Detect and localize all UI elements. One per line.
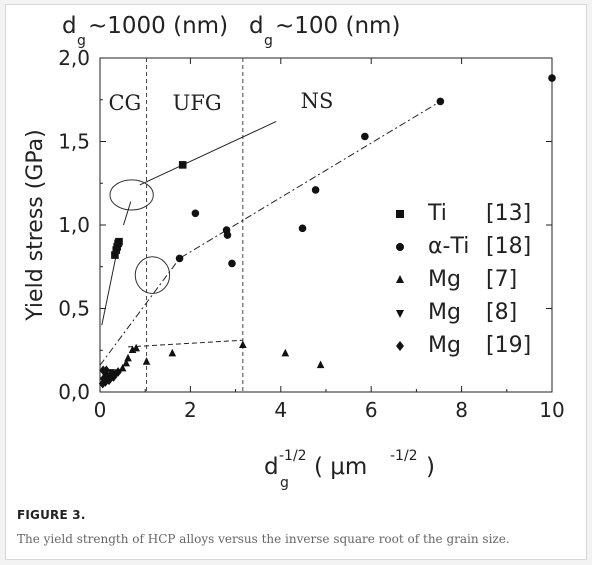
x-axis-label-sup: -1/2 bbox=[279, 448, 307, 464]
x-axis-label-sub: g bbox=[280, 475, 289, 491]
highlight-ellipse bbox=[109, 179, 154, 211]
trend-line-dashdot bbox=[99, 100, 441, 366]
data-point-diamond bbox=[101, 377, 110, 387]
data-point-circle bbox=[361, 132, 369, 141]
data-point-triangle-up bbox=[118, 363, 127, 372]
data-point-circle bbox=[436, 97, 445, 106]
data-point-triangle-up bbox=[316, 360, 325, 369]
legend-name: α-Ti bbox=[428, 234, 469, 259]
x-axis-label-main: d bbox=[264, 454, 279, 480]
top-label-value: ~100 (nm) bbox=[275, 13, 400, 39]
x-axis-label-sup2: -1/2 bbox=[390, 448, 418, 464]
figure-frame: 0 2 4 6 8 10 0,0 0,5 1,0 1,5 2,0 CG UFG NS Ti [13] α-Ti [… bbox=[5, 4, 587, 560]
data-point-triangle-up bbox=[168, 348, 177, 357]
data-point-circle bbox=[223, 231, 232, 239]
data-point-square bbox=[111, 251, 119, 259]
y-tick-label: 0,0 bbox=[58, 380, 90, 404]
data-point-circle bbox=[298, 224, 307, 233]
data-point-diamond bbox=[102, 365, 111, 376]
legend-ref: [19] bbox=[486, 333, 531, 358]
x-axis-label-unit: ( μm bbox=[314, 454, 367, 480]
data-point-circle bbox=[228, 259, 236, 268]
data-point-circle bbox=[175, 254, 184, 263]
legend-name: Mg bbox=[428, 300, 461, 325]
data-point-circle bbox=[548, 74, 556, 82]
data-point-circle bbox=[191, 209, 200, 218]
x-axis-label: dg -1/2 ( μm -1/2) bbox=[264, 448, 435, 491]
data-point-triangle-up bbox=[124, 353, 132, 362]
legend-ref: [18] bbox=[486, 234, 531, 259]
top-label-d: d bbox=[62, 13, 77, 39]
caption-text: The yield strength of HCP alloys versus … bbox=[17, 532, 510, 546]
x-tick-label: 0 bbox=[94, 398, 107, 422]
legend-marker-square bbox=[396, 210, 404, 218]
x-tick-label: 8 bbox=[455, 398, 468, 422]
data-point-triangle-up bbox=[142, 357, 151, 365]
x-tick-label: 10 bbox=[539, 398, 564, 422]
y-tick-label: 0,5 bbox=[58, 297, 90, 321]
top-label-d: d bbox=[249, 13, 264, 39]
top-grain-size-labels: dg~1000 (nm) dg~100 (nm) bbox=[62, 13, 400, 49]
region-label: UFG bbox=[173, 91, 222, 115]
x-tick-label: 6 bbox=[365, 398, 378, 422]
trend-line-solid bbox=[139, 121, 277, 186]
legend-marker-triangle-down bbox=[396, 310, 404, 318]
data-point-circle bbox=[311, 186, 320, 194]
caption-title: FIGURE 3. bbox=[17, 508, 86, 522]
trend-line-dashed bbox=[127, 339, 243, 348]
data-point-square bbox=[115, 237, 123, 246]
y-axis-label: Yield stress (GPa) bbox=[23, 129, 48, 321]
legend-name: Ti bbox=[427, 201, 447, 226]
data-point-triangle-up bbox=[132, 343, 140, 352]
legend-marker-triangle-up bbox=[396, 275, 404, 283]
x-tick-label: 2 bbox=[184, 398, 197, 422]
legend-ref: [13] bbox=[486, 201, 531, 226]
data-point-square bbox=[178, 161, 187, 169]
callout-line bbox=[123, 201, 132, 226]
legend-marker-circle bbox=[396, 243, 404, 251]
y-tick-label: 1,0 bbox=[58, 213, 90, 237]
y-tick-label: 1,5 bbox=[58, 130, 90, 154]
highlight-ellipse bbox=[134, 256, 171, 294]
top-label-value: ~1000 (nm) bbox=[88, 13, 228, 39]
region-label: CG bbox=[108, 91, 141, 115]
data-point-triangle-up bbox=[281, 348, 290, 357]
data-point-triangle-up bbox=[239, 340, 247, 349]
y-tick-label: 2,0 bbox=[58, 46, 90, 70]
top-label-sub: g bbox=[77, 33, 86, 49]
legend-name: Mg bbox=[428, 333, 461, 358]
data-point-diamond bbox=[114, 367, 122, 377]
chart: 0 2 4 6 8 10 0,0 0,5 1,0 1,5 2,0 CG UFG NS Ti [13] α-Ti [… bbox=[23, 13, 565, 491]
x-tick-label: 4 bbox=[274, 398, 287, 422]
data-point-triangle-up bbox=[122, 358, 131, 367]
legend-ref: [7] bbox=[486, 267, 517, 292]
legend-marker-diamond bbox=[396, 341, 404, 351]
legend-ref: [8] bbox=[486, 300, 517, 325]
x-axis-label-end: ) bbox=[426, 454, 435, 480]
region-label: NS bbox=[301, 89, 334, 113]
top-label-sub: g bbox=[264, 33, 273, 49]
legend-name: Mg bbox=[428, 267, 461, 292]
